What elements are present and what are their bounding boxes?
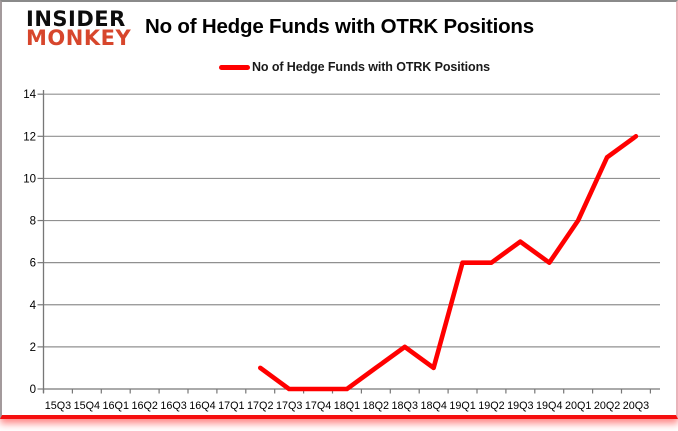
x-axis-label: 17Q1 <box>218 400 244 412</box>
x-axis-label: 18Q3 <box>392 400 418 412</box>
x-axis-label: 16Q4 <box>189 400 215 412</box>
x-axis-label: 19Q4 <box>536 400 562 412</box>
x-axis-label: 18Q1 <box>334 400 360 412</box>
data-series-line <box>257 134 639 392</box>
x-axis-label: 18Q2 <box>363 400 389 412</box>
x-axis-label: 16Q3 <box>160 400 186 412</box>
y-axis-label: 4 <box>30 300 37 312</box>
x-axis-label: 17Q3 <box>276 400 302 412</box>
legend: No of Hedge Funds with OTRK Positions <box>219 60 490 74</box>
y-axis-label: 10 <box>23 173 36 185</box>
x-axis-label: 16Q1 <box>103 400 129 412</box>
x-axis-label: 18Q4 <box>420 400 446 412</box>
x-axis-label: 19Q3 <box>507 400 533 412</box>
legend-label: No of Hedge Funds with OTRK Positions <box>252 60 490 74</box>
x-axis-label: 20Q2 <box>594 400 620 412</box>
y-axis-label: 2 <box>30 342 36 354</box>
chart-title: No of Hedge Funds with OTRK Positions <box>145 15 534 38</box>
y-axis-label: 0 <box>30 384 36 396</box>
y-axis-label: 12 <box>23 131 36 143</box>
x-axis-label: 15Q3 <box>45 400 71 412</box>
x-axis-label: 16Q2 <box>131 400 157 412</box>
x-axis-label: 15Q4 <box>74 400 100 412</box>
logo-insider-text: INSIDER <box>26 6 126 32</box>
y-axis-label: 6 <box>30 258 36 270</box>
y-axis-label: 8 <box>30 216 36 228</box>
x-axis-label: 20Q1 <box>565 400 591 412</box>
legend-line-marker <box>219 64 250 70</box>
logo-monkey-text: MONKEY <box>26 26 132 51</box>
x-axis-label: 20Q3 <box>623 400 649 412</box>
x-axis-label: 19Q1 <box>449 400 475 412</box>
x-axis-label: 19Q2 <box>478 400 504 412</box>
y-axis-label: 14 <box>23 89 36 101</box>
x-axis-label: 17Q2 <box>247 400 273 412</box>
x-axis-label: 17Q4 <box>305 400 331 412</box>
chart-card: INSIDER MONKEY No of Hedge Funds with OT… <box>0 0 678 419</box>
insider-monkey-logo: INSIDER MONKEY <box>26 6 132 51</box>
